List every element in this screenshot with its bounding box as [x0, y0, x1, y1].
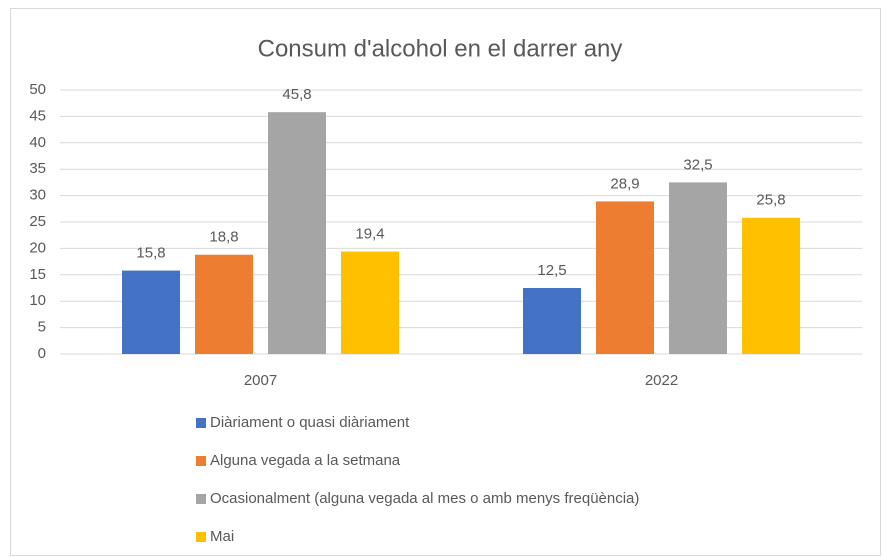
data-label: 45,8: [282, 86, 311, 103]
data-label: 19,4: [355, 226, 384, 243]
y-tick-label: 20: [29, 239, 46, 256]
bar: [341, 251, 399, 354]
y-tick-label: 5: [38, 319, 46, 336]
legend-swatch: [196, 418, 206, 428]
y-tick-label: 15: [29, 266, 46, 283]
data-label: 15,8: [136, 245, 165, 262]
data-label: 25,8: [756, 192, 785, 209]
bar: [268, 112, 326, 355]
data-label: 32,5: [683, 156, 712, 173]
y-tick-label: 10: [29, 292, 46, 309]
y-tick-label: 40: [29, 134, 46, 151]
legend-swatch: [196, 494, 206, 504]
chart-title: Consum d'alcohol en el darrer any: [258, 35, 623, 62]
legend-swatch: [196, 456, 206, 466]
bar: [523, 288, 581, 354]
y-tick-label: 45: [29, 107, 46, 124]
bar: [669, 182, 727, 354]
bar: [742, 217, 800, 354]
legend-label: Ocasionalment (alguna vegada al mes o am…: [210, 490, 639, 507]
bar: [596, 201, 654, 354]
data-label: 12,5: [537, 262, 566, 279]
y-tick-label: 25: [29, 213, 46, 230]
y-tick-label: 0: [38, 345, 46, 362]
legend-label: Alguna vegada a la setmana: [210, 452, 401, 469]
bar: [195, 254, 253, 354]
legend-label: Diàriament o quasi diàriament: [210, 414, 410, 431]
y-tick-label: 50: [29, 81, 46, 98]
bar: [122, 270, 180, 354]
legend-swatch: [196, 532, 206, 542]
x-tick-label: 2022: [645, 372, 678, 389]
y-tick-label: 35: [29, 160, 46, 177]
data-label: 28,9: [610, 175, 639, 192]
x-tick-label: 2007: [244, 372, 277, 389]
data-label: 18,8: [209, 229, 238, 246]
y-tick-label: 30: [29, 187, 46, 204]
legend-label: Mai: [210, 528, 234, 545]
